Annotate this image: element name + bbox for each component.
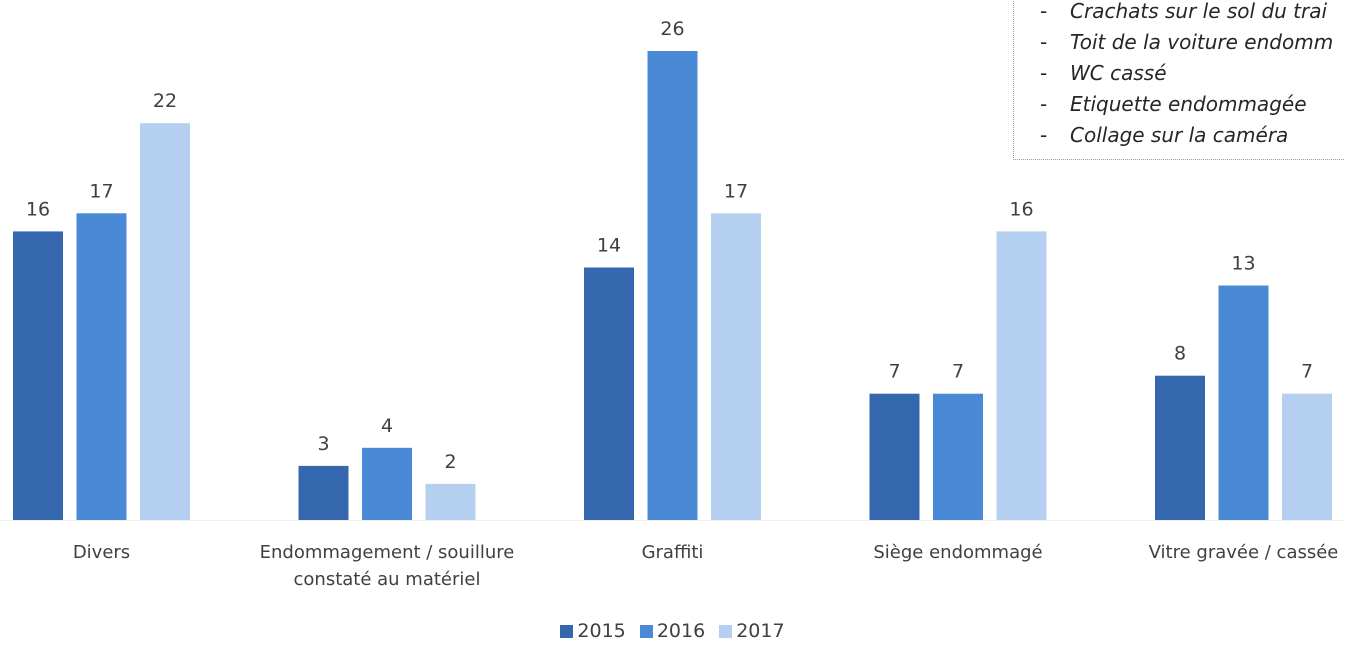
- x-tick-label: constaté au matériel: [294, 569, 481, 590]
- x-tick-label: Divers: [73, 542, 130, 563]
- data-label: 7: [888, 361, 900, 383]
- x-axis-tick-labels: Divers Endommagement / souillure constaté …: [73, 542, 1339, 590]
- annotation-item: - WC cassé: [1040, 61, 1167, 85]
- annotation-text: WC cassé: [1070, 61, 1167, 85]
- annotation-item: - Crachats sur le sol du trai: [1040, 0, 1327, 23]
- bar-2015-cat-1: [298, 465, 349, 520]
- annotation-text: Collage sur la caméra: [1070, 123, 1289, 147]
- annotation-item: - Collage sur la caméra: [1040, 123, 1288, 147]
- data-label: 16: [26, 198, 50, 220]
- x-tick-label: Endommagement / souillure: [260, 542, 515, 563]
- legend-swatch: [639, 624, 653, 638]
- legend-item-2015: 2015: [560, 620, 626, 642]
- legend-swatch: [719, 624, 733, 638]
- data-label: 4: [381, 415, 393, 437]
- bar-2017-cat-4: [1282, 393, 1332, 520]
- legend-item-2017: 2017: [719, 620, 785, 642]
- dash-bullet: -: [1040, 30, 1048, 54]
- data-label: 3: [317, 433, 329, 455]
- annotation-item: - Toit de la voiture endomm: [1040, 30, 1333, 54]
- legend-item-2016: 2016: [639, 620, 706, 642]
- dash-bullet: -: [1040, 123, 1048, 147]
- data-label: 26: [660, 18, 684, 40]
- legend-label: 2016: [656, 620, 706, 642]
- data-label: 7: [952, 361, 964, 383]
- bar-2015-cat-4: [1155, 375, 1205, 520]
- data-label: 17: [89, 180, 113, 202]
- chart-legend: 2015 2016 2017: [0, 620, 1345, 646]
- bar-2015-cat-0: [13, 231, 63, 520]
- x-tick-label: Siège endommagé: [873, 542, 1042, 563]
- x-tick-label: Graffiti: [642, 542, 704, 563]
- bar-2016-cat-0: [76, 213, 127, 521]
- bar-2016-cat-4: [1218, 285, 1269, 520]
- bar-2016-cat-2: [647, 51, 698, 520]
- bar-2017-cat-2: [711, 213, 761, 521]
- bar-2017-cat-0: [140, 123, 190, 520]
- legend-label: 2017: [736, 620, 785, 642]
- bar-2017-cat-3: [996, 231, 1047, 520]
- bar-2016-cat-3: [933, 393, 983, 520]
- bar-2017-cat-1: [425, 483, 476, 520]
- dash-bullet: -: [1040, 92, 1048, 116]
- x-tick-label: Vitre gravée / cassée: [1149, 542, 1339, 563]
- data-label: 2: [444, 451, 456, 473]
- annotation-text: Etiquette endommagée: [1070, 92, 1307, 116]
- dash-bullet: -: [1040, 0, 1048, 23]
- legend-label: 2015: [577, 620, 626, 642]
- bar-2016-cat-1: [362, 447, 412, 520]
- bar-2015-cat-3: [869, 393, 920, 520]
- annotation-text: Toit de la voiture endomm: [1070, 30, 1334, 54]
- bars-layer: [13, 51, 1332, 521]
- data-label: 14: [597, 235, 621, 257]
- data-label: 17: [724, 180, 748, 202]
- data-label: 8: [1174, 343, 1186, 365]
- dash-bullet: -: [1040, 61, 1048, 85]
- data-labels-layer: 16 17 22 3 4 2 14 26 17 7 7 16 8 13 7: [26, 18, 1313, 473]
- data-label: 16: [1009, 198, 1033, 220]
- data-label: 22: [153, 90, 177, 112]
- data-label: 7: [1301, 361, 1313, 383]
- annotation-text: Crachats sur le sol du trai: [1070, 0, 1328, 23]
- annotation-item: - Etiquette endommagée: [1040, 92, 1307, 116]
- legend-swatch: [560, 624, 574, 638]
- data-label: 13: [1231, 253, 1255, 275]
- annotation-note-box: - Crachats sur le sol du trai - Toit de la…: [1013, 0, 1345, 160]
- bar-2015-cat-2: [584, 267, 634, 520]
- bar-chart: 16 17 22 3 4 2 14 26 17 7 7 16 8 13 7 Divers Endommagem…: [0, 18, 1345, 590]
